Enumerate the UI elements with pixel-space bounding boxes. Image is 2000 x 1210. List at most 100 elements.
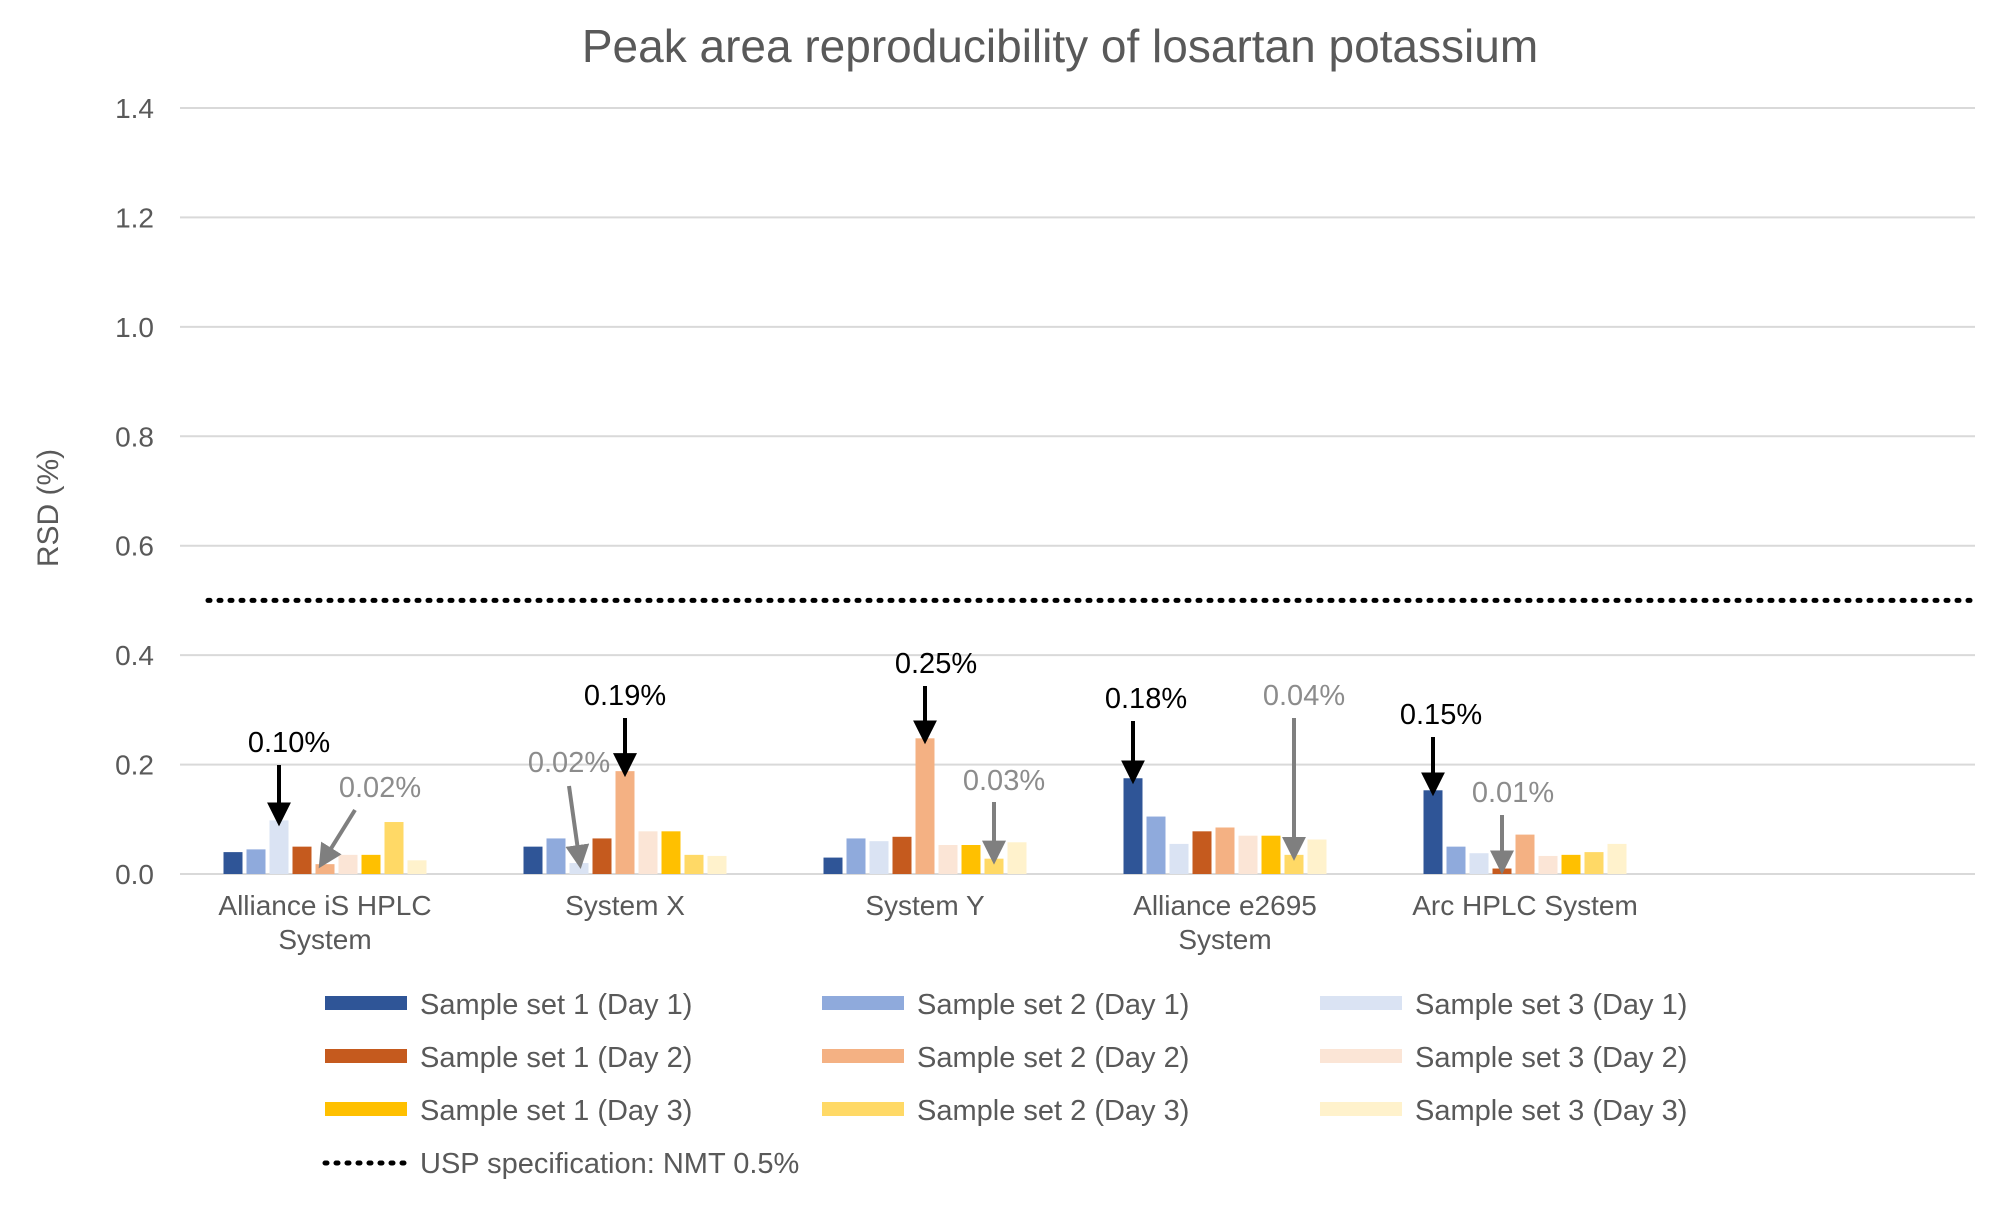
chart-title: Peak area reproducibility of losartan po… [582, 20, 1538, 72]
bar [869, 841, 889, 874]
bar [407, 860, 427, 874]
bar [569, 863, 589, 874]
bar [823, 857, 843, 874]
bar [984, 858, 1004, 874]
bar [1123, 778, 1143, 874]
bar [338, 854, 358, 874]
gridlines [180, 107, 1975, 875]
annotation: 0.15% [1400, 699, 1482, 797]
legend-item: Sample set 1 (Day 3) [325, 1095, 692, 1127]
x-category-label: System X [565, 890, 685, 921]
annotation: 0.03% [963, 765, 1045, 865]
legend-swatch [1320, 1102, 1402, 1116]
annotation-label: 0.02% [528, 747, 610, 779]
legend-item: Sample set 3 (Day 2) [1320, 1042, 1687, 1074]
x-axis-categories: Alliance iS HPLC System System X System Y Al… [218, 890, 1637, 955]
annotation-label: 0.02% [339, 772, 421, 804]
bar [361, 854, 381, 874]
legend-label: Sample set 3 (Day 1) [1415, 989, 1687, 1021]
legend-label: Sample set 1 (Day 1) [420, 989, 692, 1021]
x-category-label: Arc HPLC System [1412, 890, 1638, 921]
bar [223, 852, 243, 874]
bar [246, 849, 266, 874]
bar [592, 838, 612, 874]
bar [1492, 868, 1512, 874]
bar [1007, 842, 1027, 874]
y-tick-label: 1.2 [115, 202, 154, 233]
bar [1192, 831, 1212, 874]
annotation: 0.19% [584, 680, 666, 778]
legend-item: Sample set 2 (Day 1) [822, 989, 1189, 1021]
legend-label: Sample set 2 (Day 2) [917, 1042, 1189, 1074]
annotation-label: 0.18% [1105, 683, 1187, 715]
annotation: 0.10% [248, 727, 330, 827]
bar [1423, 790, 1443, 874]
annotation-label: 0.10% [248, 727, 330, 759]
legend-item: Sample set 2 (Day 3) [822, 1095, 1189, 1127]
annotation-arrow [565, 785, 590, 869]
bar [1261, 835, 1281, 874]
legend-label: Sample set 1 (Day 3) [420, 1095, 692, 1127]
bar [615, 771, 635, 874]
bar [1607, 843, 1627, 874]
bar [846, 838, 866, 874]
bar [1469, 853, 1489, 874]
legend-swatch [1320, 1049, 1402, 1063]
annotation-label: 0.25% [895, 648, 977, 680]
bar [1584, 852, 1604, 874]
bars [223, 738, 1627, 874]
bar [1307, 839, 1327, 874]
legend-swatch [822, 1102, 904, 1116]
bar [1561, 854, 1581, 874]
bar [892, 836, 912, 874]
y-tick-label: 0.4 [115, 640, 154, 671]
legend: Sample set 1 (Day 1) Sample set 2 (Day 1)… [322, 989, 1687, 1180]
legend-swatch [1320, 996, 1402, 1010]
bar [292, 846, 312, 874]
legend-swatch [822, 996, 904, 1010]
bar [384, 822, 404, 874]
annotations: 0.10% 0.02% 0.02% 0.19% 0.25% 0.03% 0.18% 0.04%… [248, 648, 1554, 875]
x-category-label: System Y [865, 890, 985, 921]
bar [1515, 834, 1535, 874]
bar [1215, 827, 1235, 874]
y-tick-label: 0.8 [115, 421, 154, 452]
annotation-label: 0.15% [1400, 699, 1482, 731]
bar [938, 845, 958, 874]
annotation-label: 0.19% [584, 680, 666, 712]
legend-swatch [325, 1102, 407, 1116]
bar [638, 831, 658, 874]
legend-item: Sample set 3 (Day 3) [1320, 1095, 1687, 1127]
bar [1446, 846, 1466, 874]
annotation: 0.18% [1105, 683, 1187, 785]
annotation-arrow [318, 808, 357, 869]
annotation: 0.25% [895, 648, 977, 745]
x-category-label: Alliance iS HPLC System [218, 890, 431, 955]
annotation: 0.02% [528, 747, 610, 869]
bar [707, 855, 727, 874]
legend-swatch [325, 1049, 407, 1063]
annotation: 0.01% [1472, 777, 1554, 875]
legend-label: Sample set 2 (Day 1) [917, 989, 1189, 1021]
y-axis-title: RSD (%) [32, 449, 65, 567]
y-tick-label: 0.6 [115, 531, 154, 562]
legend-item: Sample set 3 (Day 1) [1320, 989, 1687, 1021]
annotation: 0.04% [1263, 680, 1345, 861]
bar [684, 854, 704, 874]
bar [1538, 855, 1558, 874]
y-tick-label: 1.4 [115, 93, 154, 124]
annotation-label: 0.01% [1472, 777, 1554, 809]
legend-swatch [822, 1049, 904, 1063]
legend-item: Sample set 2 (Day 2) [822, 1042, 1189, 1074]
bar [661, 831, 681, 874]
legend-item-reference: USP specification: NMT 0.5% [322, 1148, 799, 1180]
y-tick-label: 1.0 [115, 312, 154, 343]
bar [315, 864, 335, 874]
bar [1169, 843, 1189, 874]
legend-label: Sample set 2 (Day 3) [917, 1095, 1189, 1127]
legend-label: Sample set 3 (Day 3) [1415, 1095, 1687, 1127]
bar [915, 738, 935, 874]
y-axis-ticks: 0.0 0.2 0.4 0.6 0.8 1.0 1.2 1.4 [115, 93, 154, 890]
y-tick-label: 0.0 [115, 859, 154, 890]
